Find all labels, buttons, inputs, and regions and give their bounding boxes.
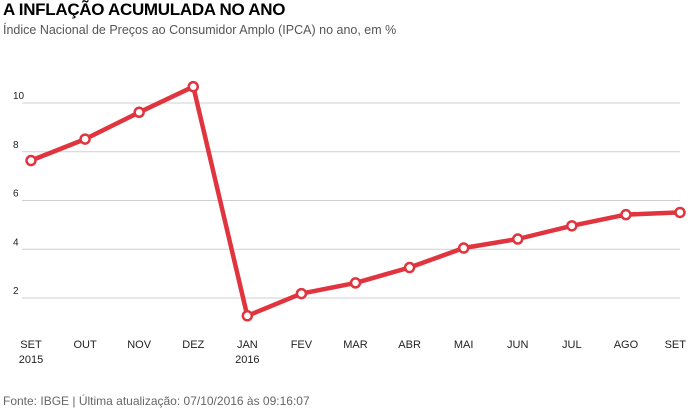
- x-tick-year-label: 2015: [19, 354, 43, 366]
- x-tick-label: AGO: [614, 339, 639, 351]
- x-tick-label: JUN: [507, 339, 528, 351]
- chart-subtitle: Índice Nacional de Preços ao Consumidor …: [3, 23, 397, 37]
- data-point[interactable]: [457, 242, 470, 254]
- data-point[interactable]: [241, 310, 254, 322]
- x-tick-label: NOV: [127, 339, 152, 351]
- data-point[interactable]: [620, 208, 632, 221]
- y-axis-ticks: 2 4 6 8 10: [13, 91, 25, 297]
- data-point[interactable]: [187, 80, 199, 93]
- y-tick-label: 10: [13, 91, 25, 102]
- x-tick-label: ABR: [398, 339, 421, 351]
- source-note: Fonte: IBGE | Última atualização: 07/10/…: [3, 394, 310, 408]
- data-point[interactable]: [674, 206, 686, 219]
- x-tick-label: SET: [20, 339, 42, 351]
- x-tick-label: SET: [665, 339, 687, 351]
- y-tick-label: 6: [13, 189, 19, 200]
- data-point[interactable]: [295, 287, 308, 300]
- x-tick-label: OUT: [73, 339, 97, 351]
- data-point[interactable]: [25, 154, 37, 167]
- y-tick-label: 2: [13, 286, 19, 297]
- x-tick-label: FEV: [291, 339, 313, 351]
- data-point[interactable]: [403, 261, 416, 274]
- data-points: [25, 80, 686, 322]
- y-tick-label: 8: [13, 140, 19, 151]
- x-tick-label: MAR: [343, 339, 368, 351]
- x-tick-label: JAN: [237, 339, 258, 351]
- x-tick-label: MAI: [454, 339, 474, 351]
- x-axis-ticks: SET 2015 OUT NOV DEZ JAN 2016 FEV MAR ABR MAI JUN JU…: [19, 339, 687, 366]
- data-point[interactable]: [79, 133, 91, 145]
- data-point[interactable]: [349, 277, 362, 289]
- data-point[interactable]: [566, 220, 578, 232]
- data-point[interactable]: [133, 106, 145, 119]
- grid-lines: [22, 102, 680, 299]
- x-tick-label: DEZ: [182, 339, 204, 351]
- y-tick-label: 4: [13, 237, 19, 248]
- chart-title: A INFLAÇÃO ACUMULADA NO ANO: [3, 0, 286, 19]
- x-tick-year-label: 2016: [235, 354, 259, 366]
- x-tick-label: JUL: [562, 339, 582, 351]
- data-point[interactable]: [512, 233, 524, 245]
